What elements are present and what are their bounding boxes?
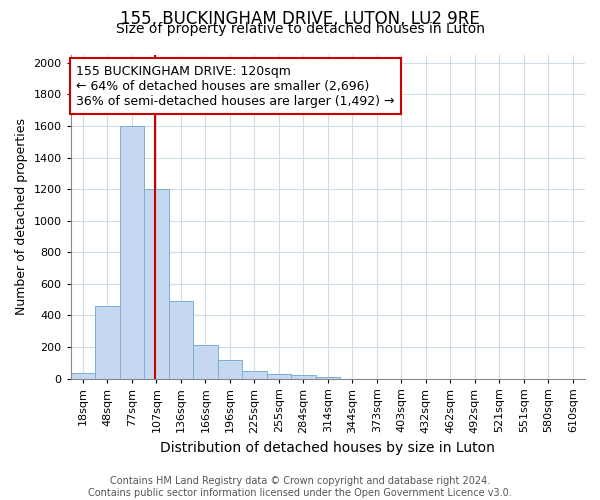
Bar [144, 189, 169, 378]
Bar [71, 373, 95, 378]
Bar [316, 377, 340, 378]
Bar [119, 126, 144, 378]
Text: 155 BUCKINGHAM DRIVE: 120sqm
← 64% of detached houses are smaller (2,696)
36% of: 155 BUCKINGHAM DRIVE: 120sqm ← 64% of de… [76, 64, 394, 108]
X-axis label: Distribution of detached houses by size in Luton: Distribution of detached houses by size … [160, 441, 495, 455]
Bar [218, 360, 242, 378]
Bar [242, 370, 266, 378]
Y-axis label: Number of detached properties: Number of detached properties [15, 118, 28, 316]
Text: Contains HM Land Registry data © Crown copyright and database right 2024.
Contai: Contains HM Land Registry data © Crown c… [88, 476, 512, 498]
Text: 155, BUCKINGHAM DRIVE, LUTON, LU2 9RE: 155, BUCKINGHAM DRIVE, LUTON, LU2 9RE [120, 10, 480, 28]
Bar [266, 374, 291, 378]
Bar [193, 346, 218, 378]
Bar [291, 376, 316, 378]
Bar [95, 306, 119, 378]
Text: Size of property relative to detached houses in Luton: Size of property relative to detached ho… [115, 22, 485, 36]
Bar [169, 301, 193, 378]
